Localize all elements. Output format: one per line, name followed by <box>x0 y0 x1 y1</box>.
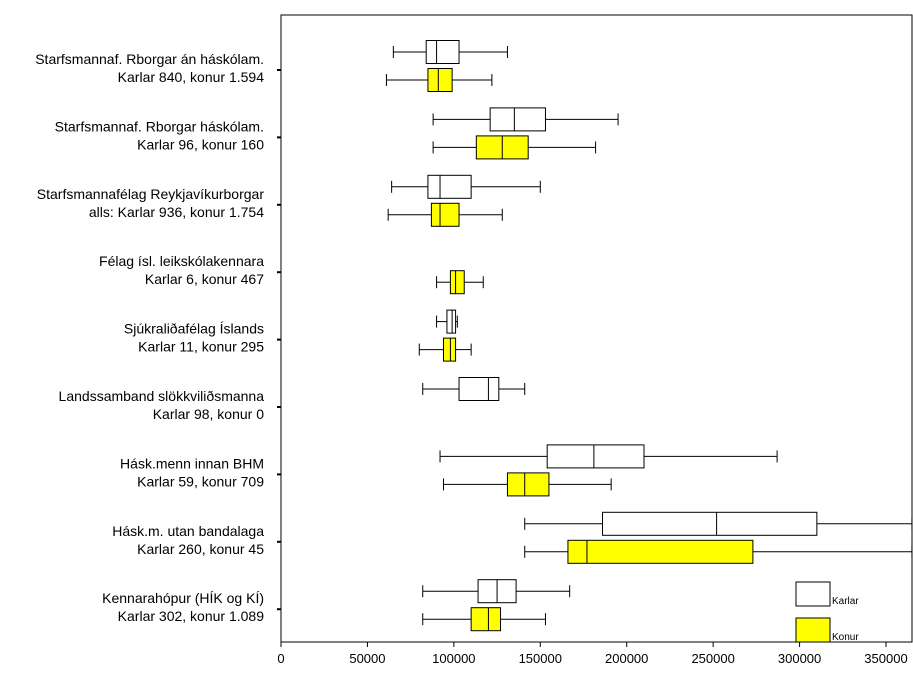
karlar-box <box>436 309 458 334</box>
x-tick-label: 0 <box>277 651 284 666</box>
x-tick-label: 200000 <box>605 651 648 666</box>
category-label: Starfsmannafélag Reykjavíkurborgar <box>37 186 265 202</box>
legend-label: Karlar <box>832 596 859 607</box>
konur-box <box>436 270 484 295</box>
iqr-box <box>546 444 645 469</box>
iqr-box <box>470 607 502 632</box>
category-labels: Starfsmannaf. Rborgar án háskólam. Karlar… <box>35 51 264 624</box>
category-label: Landssamband slökkviliðsmanna <box>59 388 265 404</box>
category-label: Hásk.menn innan BHM <box>120 455 264 471</box>
iqr-box <box>458 377 500 401</box>
category-label: Karlar 96, konur 160 <box>137 136 264 152</box>
category-label: Kennarahópur (HÍK og KÍ) <box>102 590 264 606</box>
category-label: Karlar 59, konur 709 <box>137 473 264 489</box>
category-label: Sjúkraliðafélag Íslands <box>124 321 264 337</box>
karlar-box <box>432 107 619 132</box>
iqr-box <box>489 107 546 132</box>
legend-swatch-konur <box>795 617 831 643</box>
konur-box <box>524 539 912 564</box>
karlar-box <box>524 511 912 536</box>
karlar-box <box>392 40 508 64</box>
konur-box <box>422 607 546 632</box>
category-label: Karlar 11, konur 295 <box>138 339 264 355</box>
karlar-box <box>422 377 526 401</box>
iqr-box <box>506 472 550 497</box>
category-label: Karlar 302, konur 1.089 <box>118 608 265 624</box>
iqr-box <box>567 539 754 564</box>
category-label: Karlar 840, konur 1.594 <box>118 69 265 85</box>
category-label: Karlar 260, konur 45 <box>137 541 264 557</box>
category-label: alls: Karlar 936, konur 1.754 <box>89 204 264 220</box>
iqr-box <box>442 337 457 362</box>
karlar-box <box>422 579 571 604</box>
x-tick-label: 150000 <box>519 651 562 666</box>
category-label: Starfsmannaf. Rborgar háskólam. <box>55 118 264 134</box>
iqr-box <box>430 202 460 227</box>
box-layer <box>385 40 912 632</box>
x-tick-label: 50000 <box>349 651 385 666</box>
x-tick-label: 350000 <box>864 651 907 666</box>
karlar-box <box>391 174 541 199</box>
x-axis: 0 50000 100000 150000 200000 250000 300000 3500… <box>277 642 908 666</box>
legend-swatch-karlar <box>795 581 831 607</box>
category-label: Karlar 6, konur 467 <box>145 271 264 287</box>
x-tick-label: 250000 <box>691 651 734 666</box>
x-tick-label: 300000 <box>778 651 821 666</box>
legend: Karlar Konur <box>795 581 859 643</box>
category-label: Karlar 98, konur 0 <box>153 406 264 422</box>
iqr-box <box>427 174 472 199</box>
category-label: Starfsmannaf. Rborgar án háskólam. <box>35 51 264 67</box>
category-label: Félag ísl. leikskólakennara <box>99 253 264 269</box>
karlar-box <box>439 444 778 469</box>
legend-label: Konur <box>832 632 859 643</box>
iqr-box <box>446 309 457 334</box>
iqr-box <box>425 40 460 64</box>
iqr-box <box>427 68 453 92</box>
category-label: Hásk.m. utan bandalaga <box>112 523 264 539</box>
x-tick-label: 100000 <box>432 651 475 666</box>
konur-box <box>385 68 493 92</box>
konur-box <box>387 202 503 227</box>
konur-box <box>442 472 612 497</box>
category-ticks <box>277 69 281 611</box>
iqr-box <box>449 270 465 295</box>
konur-box <box>432 135 597 160</box>
iqr-box <box>602 511 818 536</box>
konur-box <box>418 337 472 362</box>
